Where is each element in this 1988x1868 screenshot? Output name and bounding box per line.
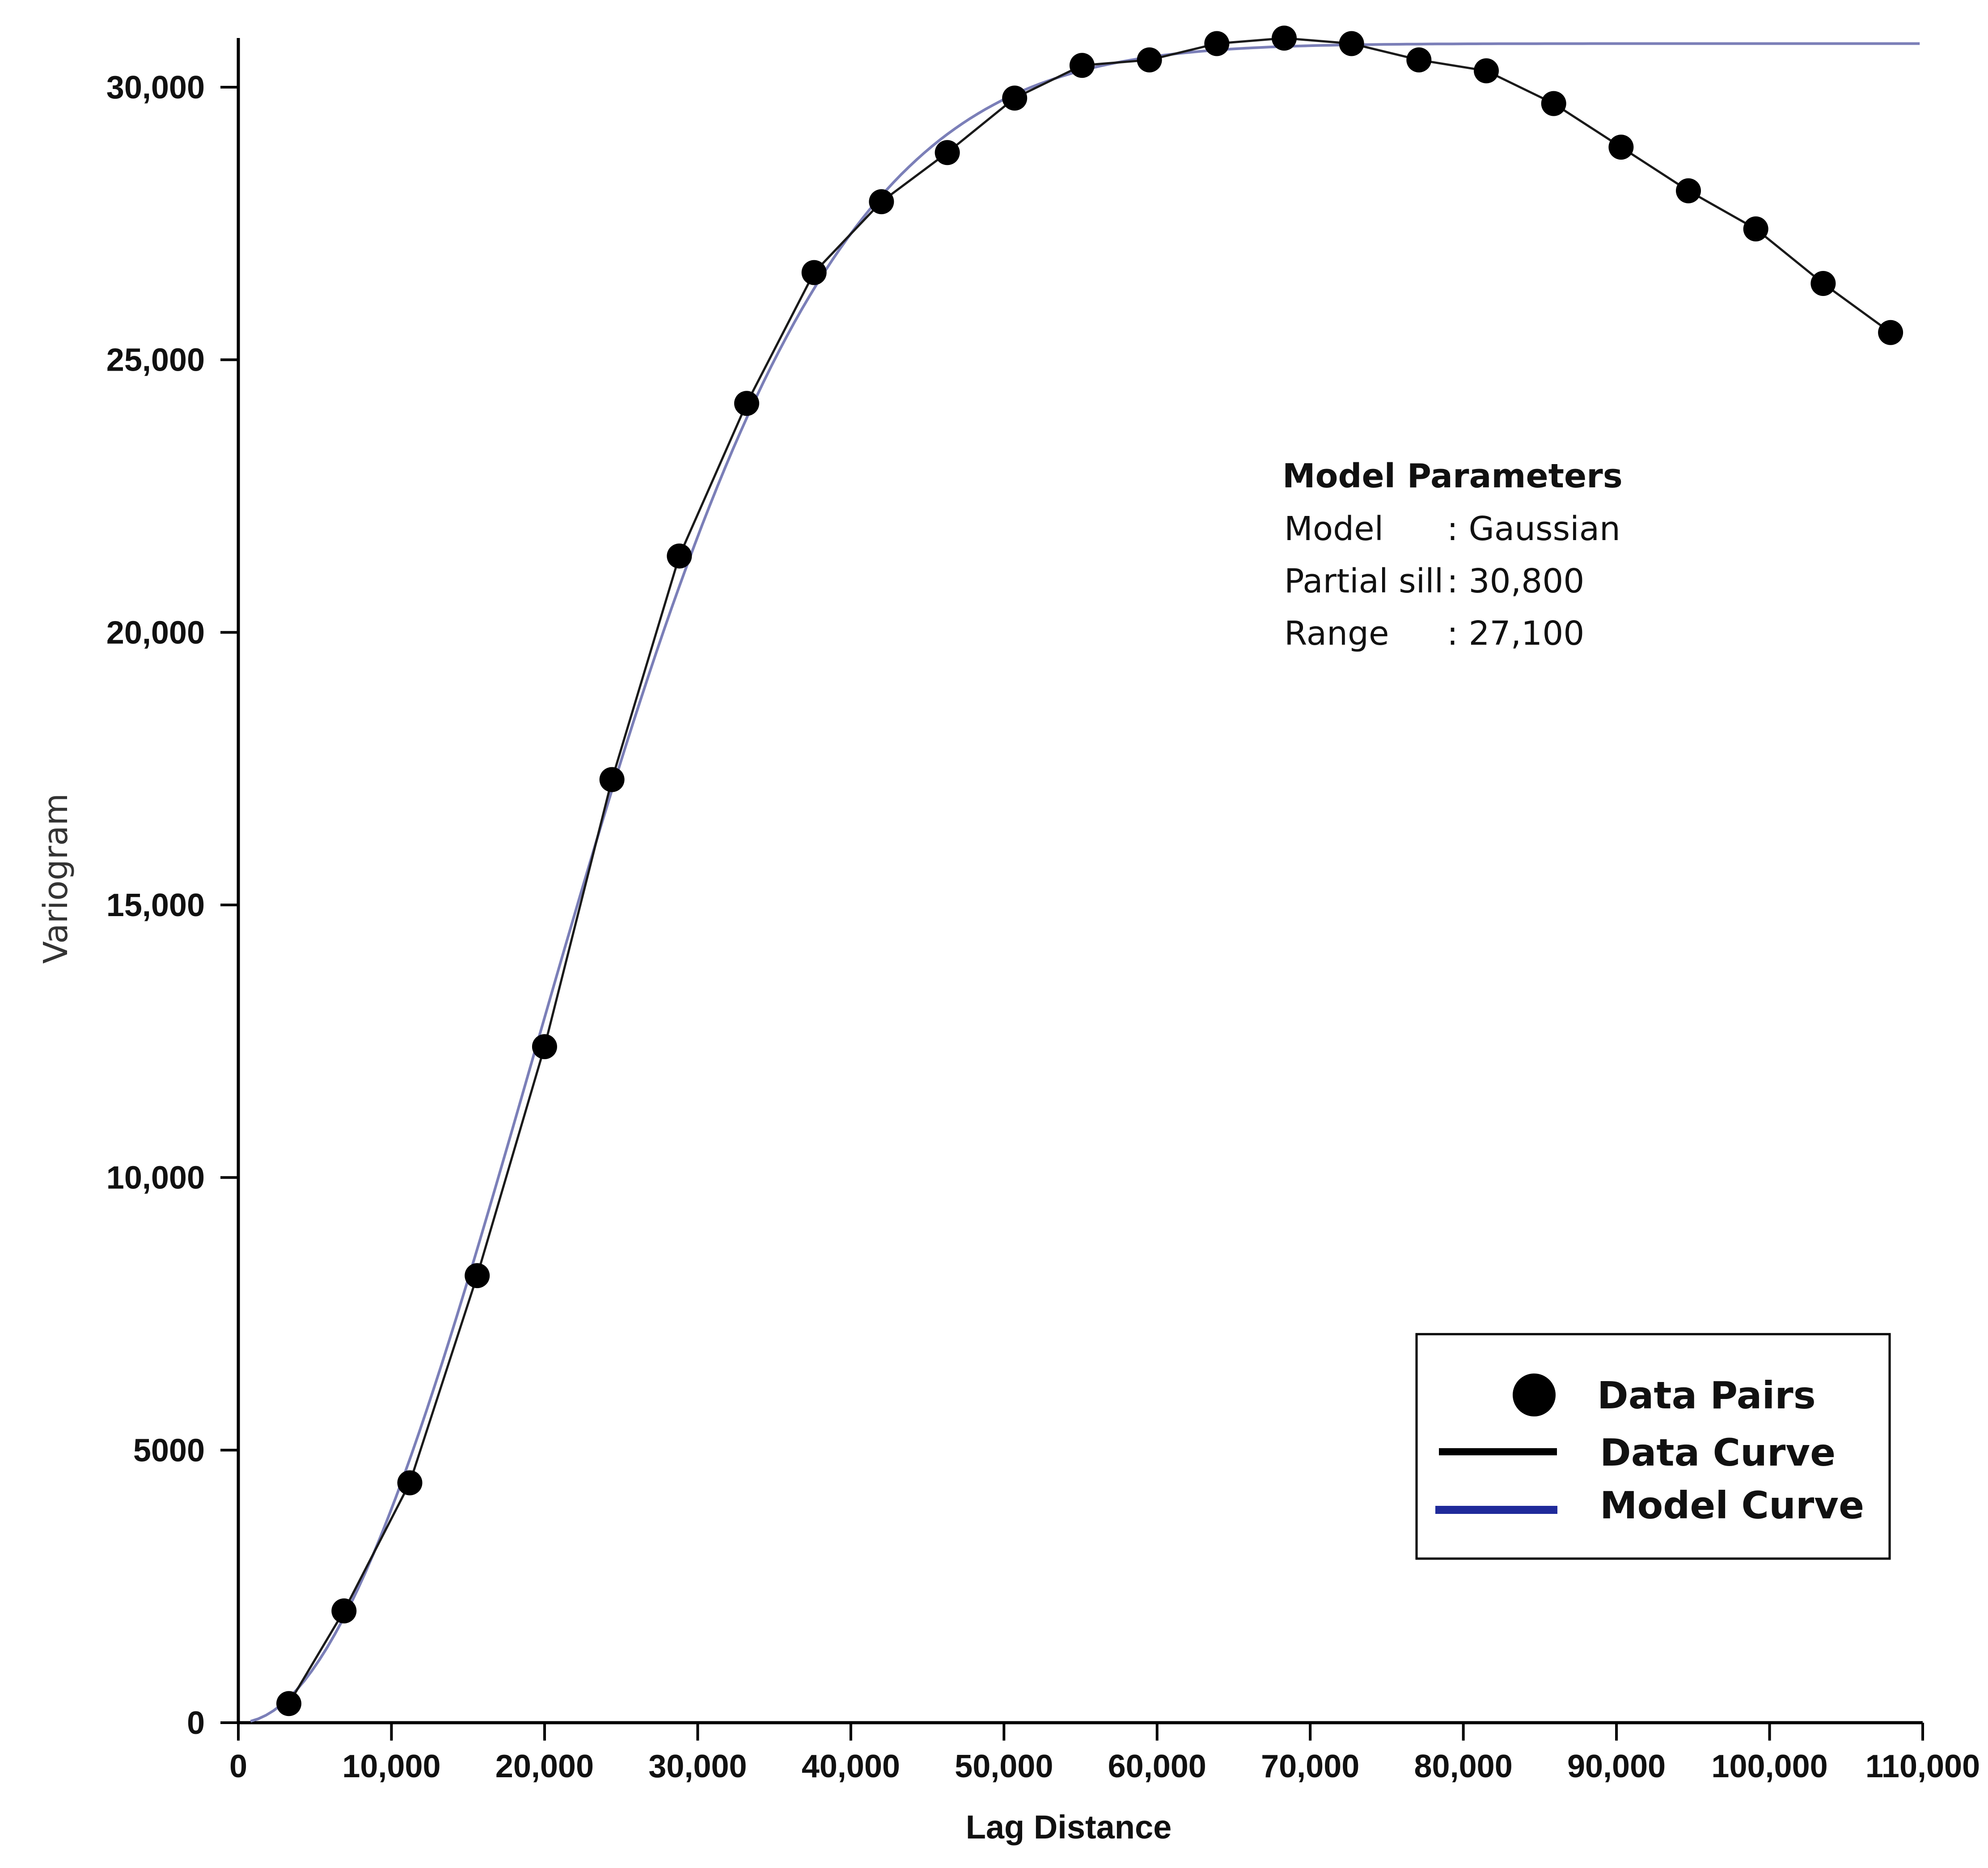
legend-frame xyxy=(1415,1333,1891,1560)
model-param-value-partial-sill: : 30,800 xyxy=(1447,562,1584,600)
data-point xyxy=(869,189,894,215)
data-point xyxy=(1069,53,1095,78)
data-point xyxy=(734,391,759,416)
legend-label-model-curve: Model Curve xyxy=(1600,1483,1864,1527)
x-tick-label: 60,000 xyxy=(1108,1749,1206,1784)
data-point xyxy=(801,260,827,285)
data-point xyxy=(1878,320,1903,345)
model-param-label-partial-sill: Partial sill xyxy=(1284,562,1443,600)
data-point xyxy=(1137,47,1162,72)
x-tick-label: 70,000 xyxy=(1261,1749,1359,1784)
y-tick-label: 25,000 xyxy=(106,342,205,378)
x-axis-title: Lag Distance xyxy=(966,1809,1172,1846)
legend-label-data-pairs: Data Pairs xyxy=(1597,1374,1816,1417)
y-tick-label: 15,000 xyxy=(106,888,205,923)
x-tick-label: 10,000 xyxy=(342,1749,440,1784)
data-point xyxy=(1608,135,1634,160)
data-point xyxy=(599,767,625,792)
data-point xyxy=(1743,216,1768,241)
data-point xyxy=(532,1034,557,1059)
data-point xyxy=(1406,47,1432,72)
data-points xyxy=(276,25,1903,1716)
data-point xyxy=(331,1598,357,1623)
data-point xyxy=(667,543,692,569)
axes: 0 10,000 20,000 30,000 40,000 50,000 60,000 70,… xyxy=(106,38,1980,1784)
legend-marker-data-pairs xyxy=(1513,1374,1556,1416)
data-point xyxy=(397,1470,423,1496)
y-tick-label: 10,000 xyxy=(106,1160,205,1196)
data-point xyxy=(1810,271,1836,296)
model-parameters-box: Model Parameters Model : Gaussian Partia… xyxy=(1282,457,1623,653)
data-point xyxy=(1676,178,1701,203)
y-tick-label: 30,000 xyxy=(106,70,205,106)
x-tick-label: 100,000 xyxy=(1711,1749,1827,1784)
data-point xyxy=(1272,25,1297,51)
legend: Data Pairs Data Curve Model Curve xyxy=(1415,1333,1891,1560)
data-point xyxy=(935,140,960,165)
data-point xyxy=(1339,31,1364,56)
data-point xyxy=(276,1691,301,1716)
y-tick-label: 0 xyxy=(187,1705,205,1741)
x-tick-label: 0 xyxy=(229,1749,247,1784)
data-point xyxy=(1541,91,1566,116)
data-point xyxy=(1002,85,1028,111)
x-tick-label: 20,000 xyxy=(495,1749,594,1784)
model-param-value-model: : Gaussian xyxy=(1447,510,1620,548)
x-tick-label: 80,000 xyxy=(1414,1749,1513,1784)
x-tick-label: 90,000 xyxy=(1567,1749,1666,1784)
model-param-label-range: Range xyxy=(1284,614,1389,653)
model-param-label-model: Model xyxy=(1284,510,1383,548)
y-axis-title: Variogram xyxy=(37,793,75,964)
data-point xyxy=(1204,31,1230,56)
y-tick-label: 20,000 xyxy=(106,615,205,651)
x-tick-label: 40,000 xyxy=(802,1749,900,1784)
x-tick-label: 110,000 xyxy=(1865,1749,1980,1784)
x-tick-label: 50,000 xyxy=(955,1749,1053,1784)
data-point xyxy=(465,1263,490,1289)
model-parameters-title: Model Parameters xyxy=(1282,457,1623,495)
x-tick-label: 30,000 xyxy=(648,1749,747,1784)
model-param-value-range: : 27,100 xyxy=(1447,614,1584,653)
legend-label-data-curve: Data Curve xyxy=(1600,1431,1836,1475)
data-point xyxy=(1474,58,1499,84)
y-tick-label: 5000 xyxy=(133,1433,205,1468)
